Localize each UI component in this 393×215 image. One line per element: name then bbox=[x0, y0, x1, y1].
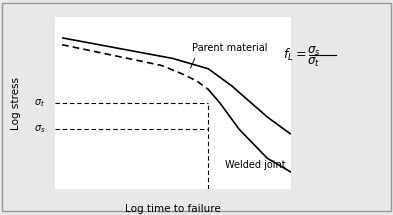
Text: Log time to failure: Log time to failure bbox=[125, 204, 221, 213]
Text: Log stress: Log stress bbox=[11, 77, 21, 130]
Text: $f_L =$: $f_L =$ bbox=[283, 47, 306, 63]
Text: Parent material: Parent material bbox=[191, 43, 267, 68]
Text: $\sigma_s$: $\sigma_s$ bbox=[34, 123, 45, 135]
Text: $\sigma_t$: $\sigma_t$ bbox=[34, 97, 45, 109]
Text: Welded joint: Welded joint bbox=[225, 160, 285, 170]
Text: $\sigma_s$: $\sigma_s$ bbox=[307, 45, 320, 58]
Text: $\sigma_t$: $\sigma_t$ bbox=[307, 56, 320, 69]
